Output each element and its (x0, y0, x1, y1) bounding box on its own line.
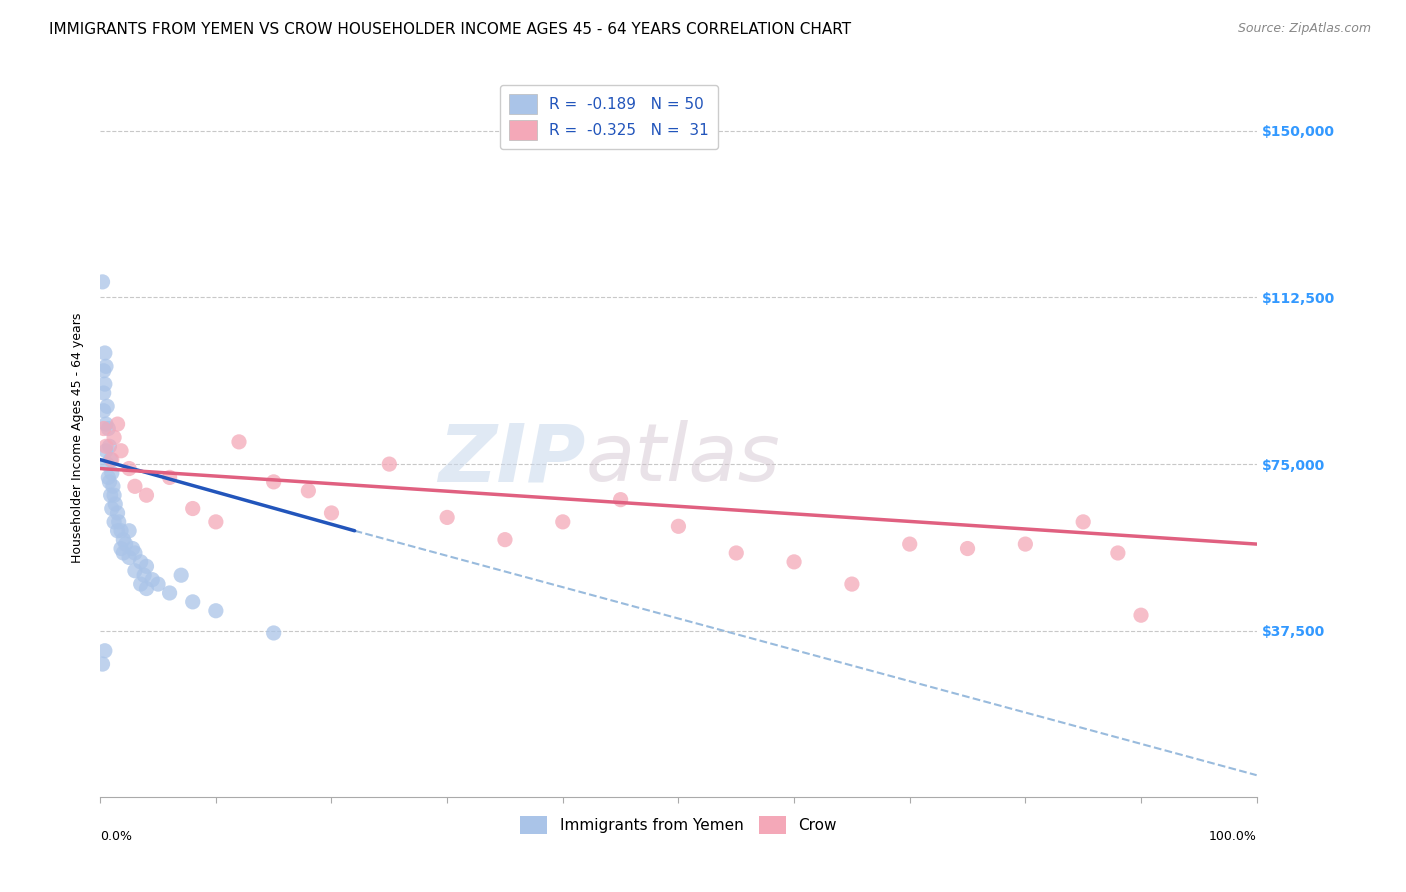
Point (107, 515, 129, 529)
Point (94, 346, 117, 360)
Point (135, 559, 157, 574)
Point (100, 466, 122, 480)
Point (609, 492, 631, 507)
Point (263, 626, 285, 640)
Point (93, 364, 115, 378)
Point (1071, 515, 1094, 529)
Point (170, 568, 193, 582)
Point (124, 546, 146, 560)
Point (93, 421, 115, 435)
Point (103, 430, 125, 444)
Point (898, 537, 921, 551)
Point (181, 501, 204, 516)
Text: Source: ZipAtlas.com: Source: ZipAtlas.com (1237, 22, 1371, 36)
Point (107, 524, 129, 538)
Point (107, 506, 129, 520)
Point (94, 439, 117, 453)
Point (436, 510, 458, 524)
Point (110, 524, 132, 538)
Point (725, 546, 748, 560)
Point (96, 400, 118, 414)
Point (129, 577, 152, 591)
Y-axis label: Householder Income Ages 45 - 64 years: Householder Income Ages 45 - 64 years (72, 312, 84, 563)
Point (181, 595, 204, 609)
Point (91, 275, 114, 289)
Point (135, 582, 157, 596)
Point (114, 537, 136, 551)
Point (494, 533, 516, 547)
Point (783, 555, 806, 569)
Point (98, 475, 121, 489)
Point (100, 501, 122, 516)
Point (1014, 537, 1036, 551)
Point (321, 506, 343, 520)
Point (118, 524, 141, 538)
Point (228, 434, 250, 449)
Point (101, 479, 124, 493)
Point (956, 541, 979, 556)
Point (103, 488, 125, 502)
Point (159, 470, 181, 484)
Point (205, 604, 228, 618)
Point (97, 421, 120, 435)
Point (104, 497, 127, 511)
Point (841, 577, 863, 591)
Text: ZIP: ZIP (439, 420, 586, 498)
Point (378, 457, 401, 471)
Point (129, 555, 152, 569)
Point (94, 377, 117, 392)
Point (205, 515, 228, 529)
Point (100, 452, 122, 467)
Point (103, 515, 125, 529)
Point (121, 541, 143, 556)
Point (110, 443, 132, 458)
Point (1130, 608, 1153, 623)
Text: 100.0%: 100.0% (1209, 830, 1257, 843)
Point (134, 568, 156, 582)
Point (118, 550, 141, 565)
Point (107, 417, 129, 431)
Point (112, 533, 135, 547)
Text: atlas: atlas (586, 420, 780, 498)
Point (146, 577, 169, 591)
Point (668, 519, 690, 533)
Point (141, 573, 163, 587)
Point (100, 488, 122, 502)
Point (110, 541, 132, 556)
Point (1107, 546, 1129, 560)
Point (263, 475, 285, 489)
Point (118, 461, 141, 475)
Point (100, 452, 122, 467)
Point (124, 479, 146, 493)
Point (97, 470, 120, 484)
Point (93, 386, 115, 401)
Point (124, 564, 146, 578)
Legend: Immigrants from Yemen, Crow: Immigrants from Yemen, Crow (513, 810, 844, 840)
Point (96, 457, 118, 471)
Point (94, 644, 117, 658)
Point (91, 657, 114, 671)
Point (159, 586, 181, 600)
Point (112, 546, 135, 560)
Point (297, 483, 319, 498)
Point (93, 403, 115, 417)
Point (135, 488, 157, 502)
Point (94, 443, 117, 458)
Point (98, 439, 121, 453)
Text: 0.0%: 0.0% (100, 830, 132, 843)
Point (551, 515, 574, 529)
Text: IMMIGRANTS FROM YEMEN VS CROW HOUSEHOLDER INCOME AGES 45 - 64 YEARS CORRELATION : IMMIGRANTS FROM YEMEN VS CROW HOUSEHOLDE… (49, 22, 852, 37)
Point (94, 417, 117, 431)
Point (94, 359, 117, 374)
